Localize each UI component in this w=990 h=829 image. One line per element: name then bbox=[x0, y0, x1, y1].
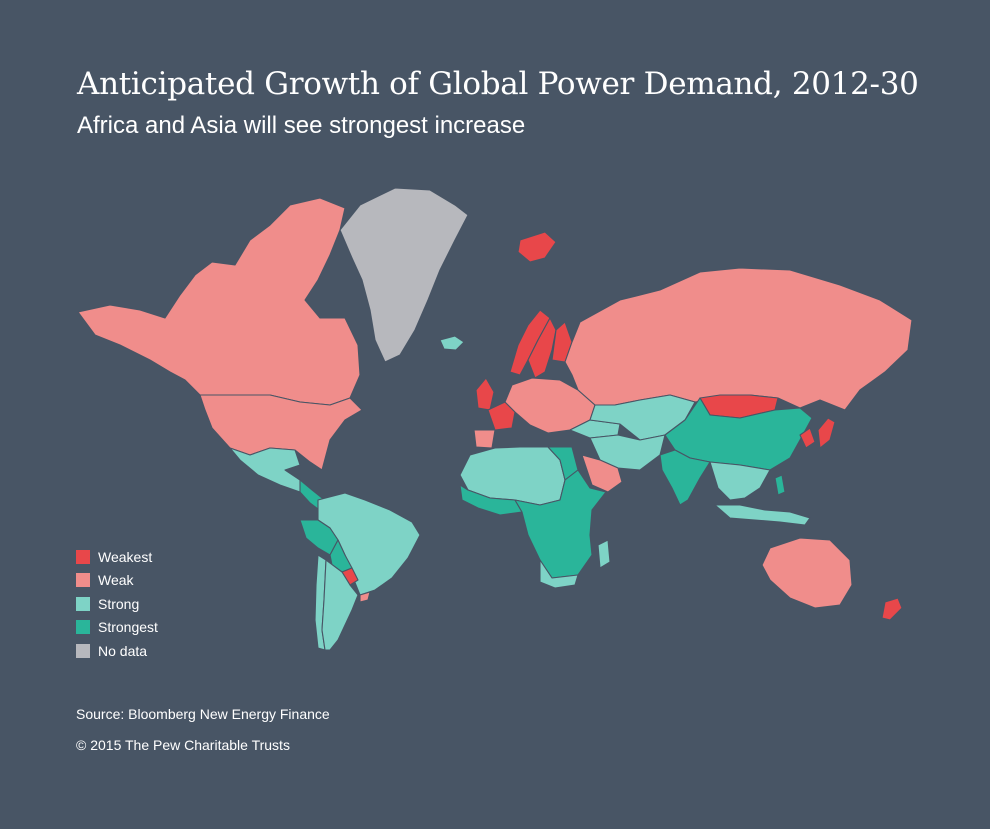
legend-swatch-strong bbox=[76, 596, 90, 611]
region-sweden bbox=[527, 317, 557, 379]
legend-item-no-data: No data bbox=[76, 639, 158, 663]
map-legend: Weakest Weak Strong Strongest No data bbox=[76, 545, 158, 663]
legend-swatch-strongest bbox=[76, 620, 90, 635]
region-saudi-arabia bbox=[581, 454, 623, 493]
source-note: Source: Bloomberg New Energy Finance bbox=[76, 706, 330, 722]
region-greenland bbox=[339, 187, 469, 363]
region-svalbard bbox=[517, 231, 557, 263]
region-australia bbox=[761, 537, 853, 609]
region-japan bbox=[817, 417, 836, 449]
region-france bbox=[487, 401, 516, 431]
legend-label-no-data: No data bbox=[98, 642, 148, 659]
region-indonesia bbox=[714, 504, 811, 526]
legend-item-weak: Weak bbox=[76, 569, 158, 593]
region-uruguay bbox=[359, 591, 371, 603]
region-korea bbox=[799, 427, 816, 449]
copyright-note: © 2015 The Pew Charitable Trusts bbox=[76, 737, 290, 753]
region-india bbox=[659, 449, 711, 506]
region-philippines bbox=[774, 474, 786, 496]
legend-label-weak: Weak bbox=[98, 572, 134, 589]
legend-item-weakest: Weakest bbox=[76, 545, 158, 569]
region-southern-africa bbox=[539, 559, 579, 589]
region-canada bbox=[77, 197, 361, 406]
region-madagascar bbox=[597, 539, 611, 569]
legend-label-strongest: Strongest bbox=[98, 619, 158, 636]
region-new-zealand bbox=[881, 597, 903, 621]
region-uk bbox=[475, 377, 495, 411]
region-spain bbox=[473, 429, 496, 449]
region-southeast-asia bbox=[709, 461, 771, 501]
legend-swatch-no-data bbox=[76, 643, 90, 658]
legend-item-strongest: Strongest bbox=[76, 616, 158, 640]
legend-swatch-weakest bbox=[76, 549, 90, 564]
map-title: Anticipated Growth of Global Power Deman… bbox=[77, 66, 919, 102]
legend-item-strong: Strong bbox=[76, 592, 158, 616]
region-russia bbox=[564, 267, 913, 411]
region-turkey bbox=[569, 419, 621, 439]
region-iceland bbox=[439, 335, 465, 351]
legend-swatch-weak bbox=[76, 573, 90, 588]
region-central-east-africa bbox=[514, 469, 607, 579]
map-subtitle: Africa and Asia will see strongest incre… bbox=[77, 112, 526, 139]
legend-label-strong: Strong bbox=[98, 595, 140, 612]
legend-label-weakest: Weakest bbox=[98, 548, 153, 565]
region-argentina bbox=[321, 559, 359, 651]
